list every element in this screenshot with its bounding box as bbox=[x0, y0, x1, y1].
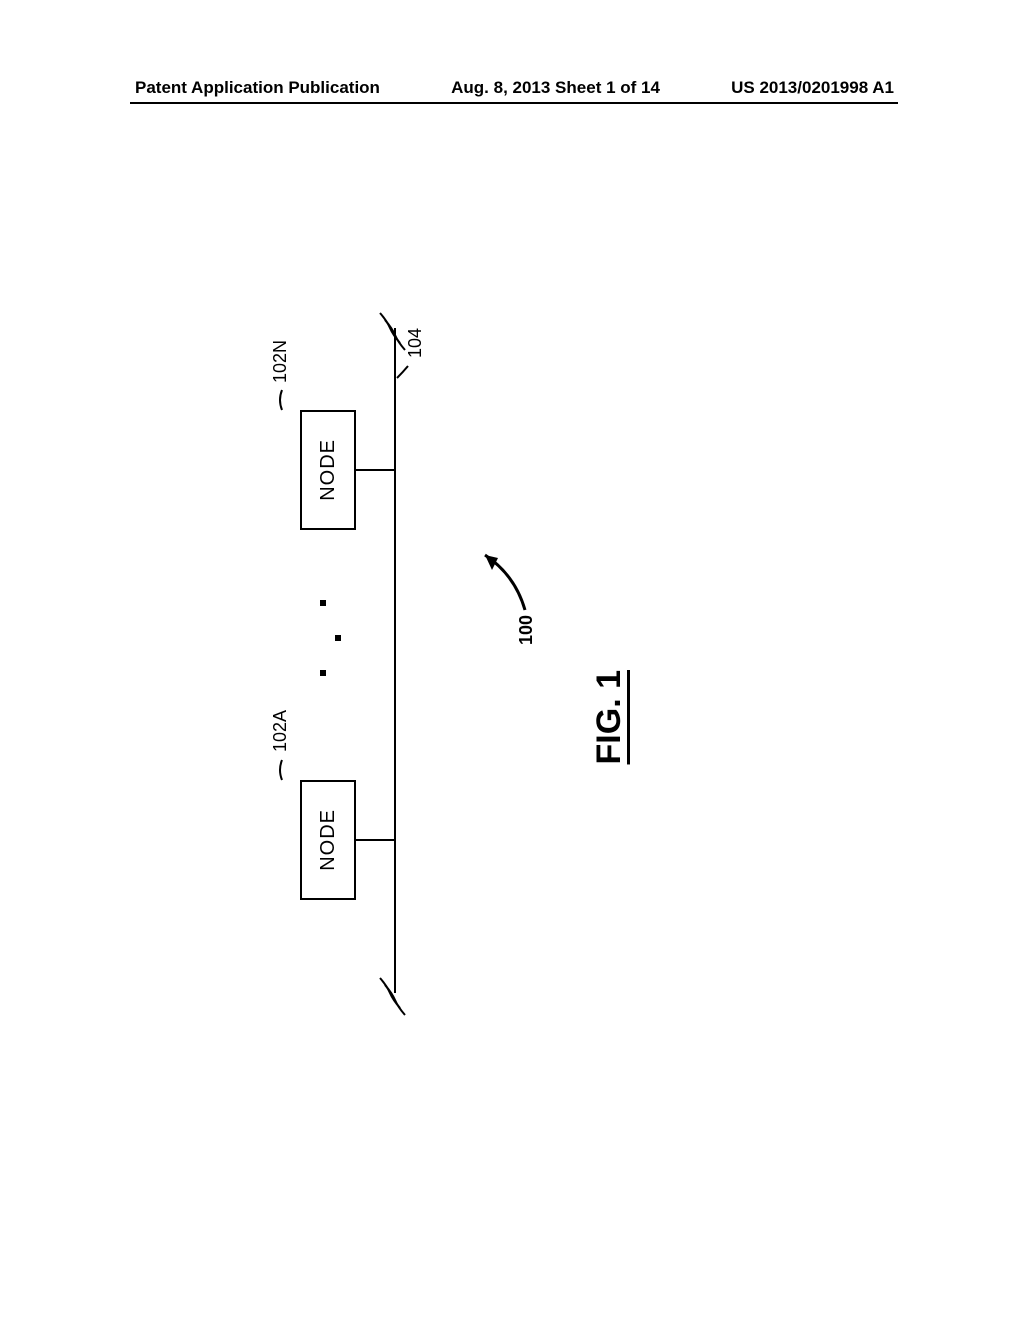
ref-leader-102a bbox=[280, 760, 282, 780]
ref-100: 100 bbox=[516, 615, 537, 645]
ref-104: 104 bbox=[405, 328, 426, 358]
figure-label: FIG. 1 bbox=[590, 670, 629, 764]
node-n-box: NODE bbox=[300, 410, 356, 530]
break-mark-bottom-2 bbox=[380, 978, 400, 1008]
header-center: Aug. 8, 2013 Sheet 1 of 14 bbox=[451, 78, 660, 98]
ref-102a: 102A bbox=[270, 710, 291, 752]
ref-102n: 102N bbox=[270, 340, 291, 383]
node-a-label: NODE bbox=[317, 809, 340, 871]
ellipsis-dot bbox=[320, 600, 326, 606]
node-n-label: NODE bbox=[317, 439, 340, 501]
figure-1-diagram: NODE 102A NODE 102N 104 100 FIG. 1 bbox=[240, 280, 680, 1060]
ref-leader-102n bbox=[280, 390, 282, 410]
ref-leader-104 bbox=[397, 366, 408, 378]
header-right: US 2013/0201998 A1 bbox=[731, 78, 894, 98]
header-rule bbox=[130, 102, 898, 104]
break-mark-top-2 bbox=[380, 313, 400, 343]
ellipsis-dot bbox=[320, 670, 326, 676]
node-a-box: NODE bbox=[300, 780, 356, 900]
header-left: Patent Application Publication bbox=[135, 78, 380, 98]
page-header: Patent Application Publication Aug. 8, 2… bbox=[0, 78, 1024, 98]
ellipsis-dot bbox=[335, 635, 341, 641]
